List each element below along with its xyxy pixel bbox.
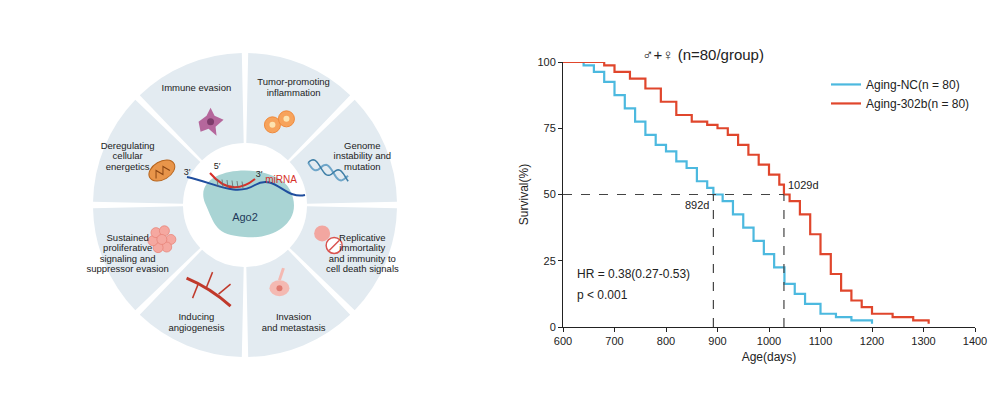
svg-text:Replicativeimmortalityand immu: Replicativeimmortalityand immunity tocel… (326, 231, 399, 274)
svg-text:Immune evasion: Immune evasion (162, 81, 232, 92)
svg-text:25: 25 (544, 255, 556, 267)
svg-text:HR = 0.38(0.27-0.53): HR = 0.38(0.27-0.53) (577, 267, 690, 281)
svg-text:3′: 3′ (184, 167, 191, 177)
svg-text:50: 50 (544, 188, 556, 200)
svg-text:600: 600 (554, 335, 572, 347)
svg-text:Inducingangiogenesis: Inducingangiogenesis (168, 311, 224, 333)
svg-text:892d: 892d (685, 199, 709, 211)
svg-text:♂+♀ (n=80/group): ♂+♀ (n=80/group) (642, 46, 764, 63)
svg-text:Tumor-promotinginflammation: Tumor-promotinginflammation (257, 76, 330, 98)
svg-text:Survival(%): Survival(%) (517, 164, 531, 225)
svg-text:Genomeinstability andmutation: Genomeinstability andmutation (334, 139, 392, 171)
svg-text:p < 0.001: p < 0.001 (577, 288, 628, 302)
svg-text:Aging-302b(n = 80): Aging-302b(n = 80) (866, 97, 969, 111)
svg-text:Age(days): Age(days) (742, 350, 797, 364)
svg-text:1000: 1000 (757, 335, 781, 347)
svg-text:1400: 1400 (963, 335, 987, 347)
svg-text:5′: 5′ (214, 161, 221, 171)
svg-text:75: 75 (544, 122, 556, 134)
svg-text:3′: 3′ (256, 169, 263, 179)
svg-text:Ago2: Ago2 (232, 211, 258, 223)
svg-text:100: 100 (537, 56, 555, 68)
svg-text:Invasionand metastasis: Invasionand metastasis (262, 311, 326, 333)
svg-text:800: 800 (657, 335, 675, 347)
svg-text:700: 700 (605, 335, 623, 347)
svg-text:miRNA: miRNA (265, 174, 297, 185)
svg-text:Aging-NC(n = 80): Aging-NC(n = 80) (866, 78, 960, 92)
svg-text:1100: 1100 (809, 335, 833, 347)
svg-text:900: 900 (708, 335, 726, 347)
svg-text:Deregulatingcellularenergetics: Deregulatingcellularenergetics (101, 139, 155, 171)
svg-text:0: 0 (550, 321, 556, 333)
svg-text:1200: 1200 (860, 335, 884, 347)
svg-text:1300: 1300 (911, 335, 935, 347)
svg-text:Sustainedproliferativesignalin: Sustainedproliferativesignaling andsuppr… (86, 231, 168, 274)
svg-text:1029d: 1029d (788, 179, 819, 191)
